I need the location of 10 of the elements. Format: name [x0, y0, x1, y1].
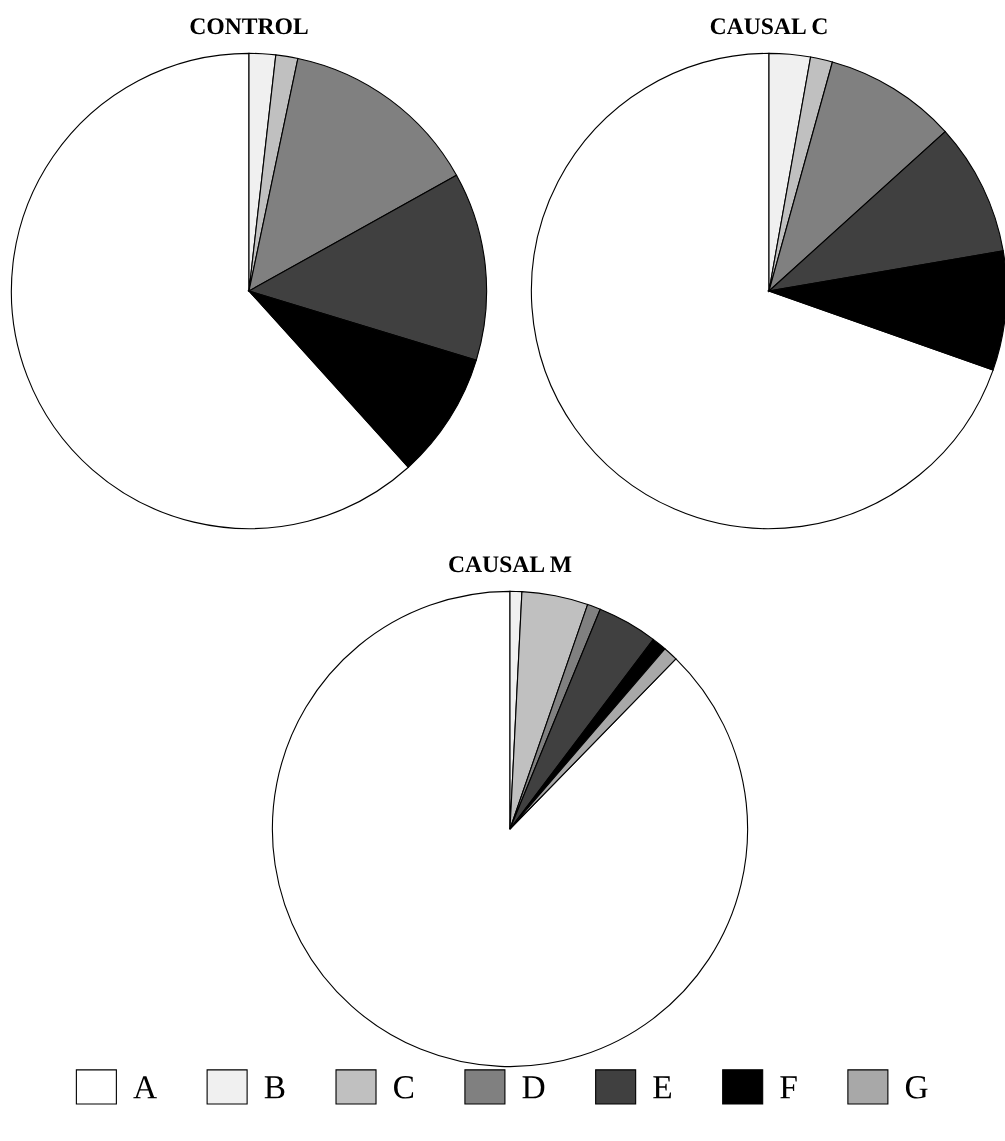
chart-title: CAUSAL C	[710, 18, 827, 35]
chart-title: CAUSAL M	[449, 556, 572, 573]
legend-label: A	[133, 1076, 157, 1099]
legend-label: F	[780, 1076, 797, 1099]
legend-label: B	[264, 1076, 285, 1099]
legend-label: G	[905, 1076, 928, 1099]
chart-title: CONTROL	[190, 18, 308, 35]
legend-label: C	[394, 1076, 414, 1099]
legend-label: E	[653, 1076, 672, 1099]
legend-label: D	[522, 1076, 545, 1099]
